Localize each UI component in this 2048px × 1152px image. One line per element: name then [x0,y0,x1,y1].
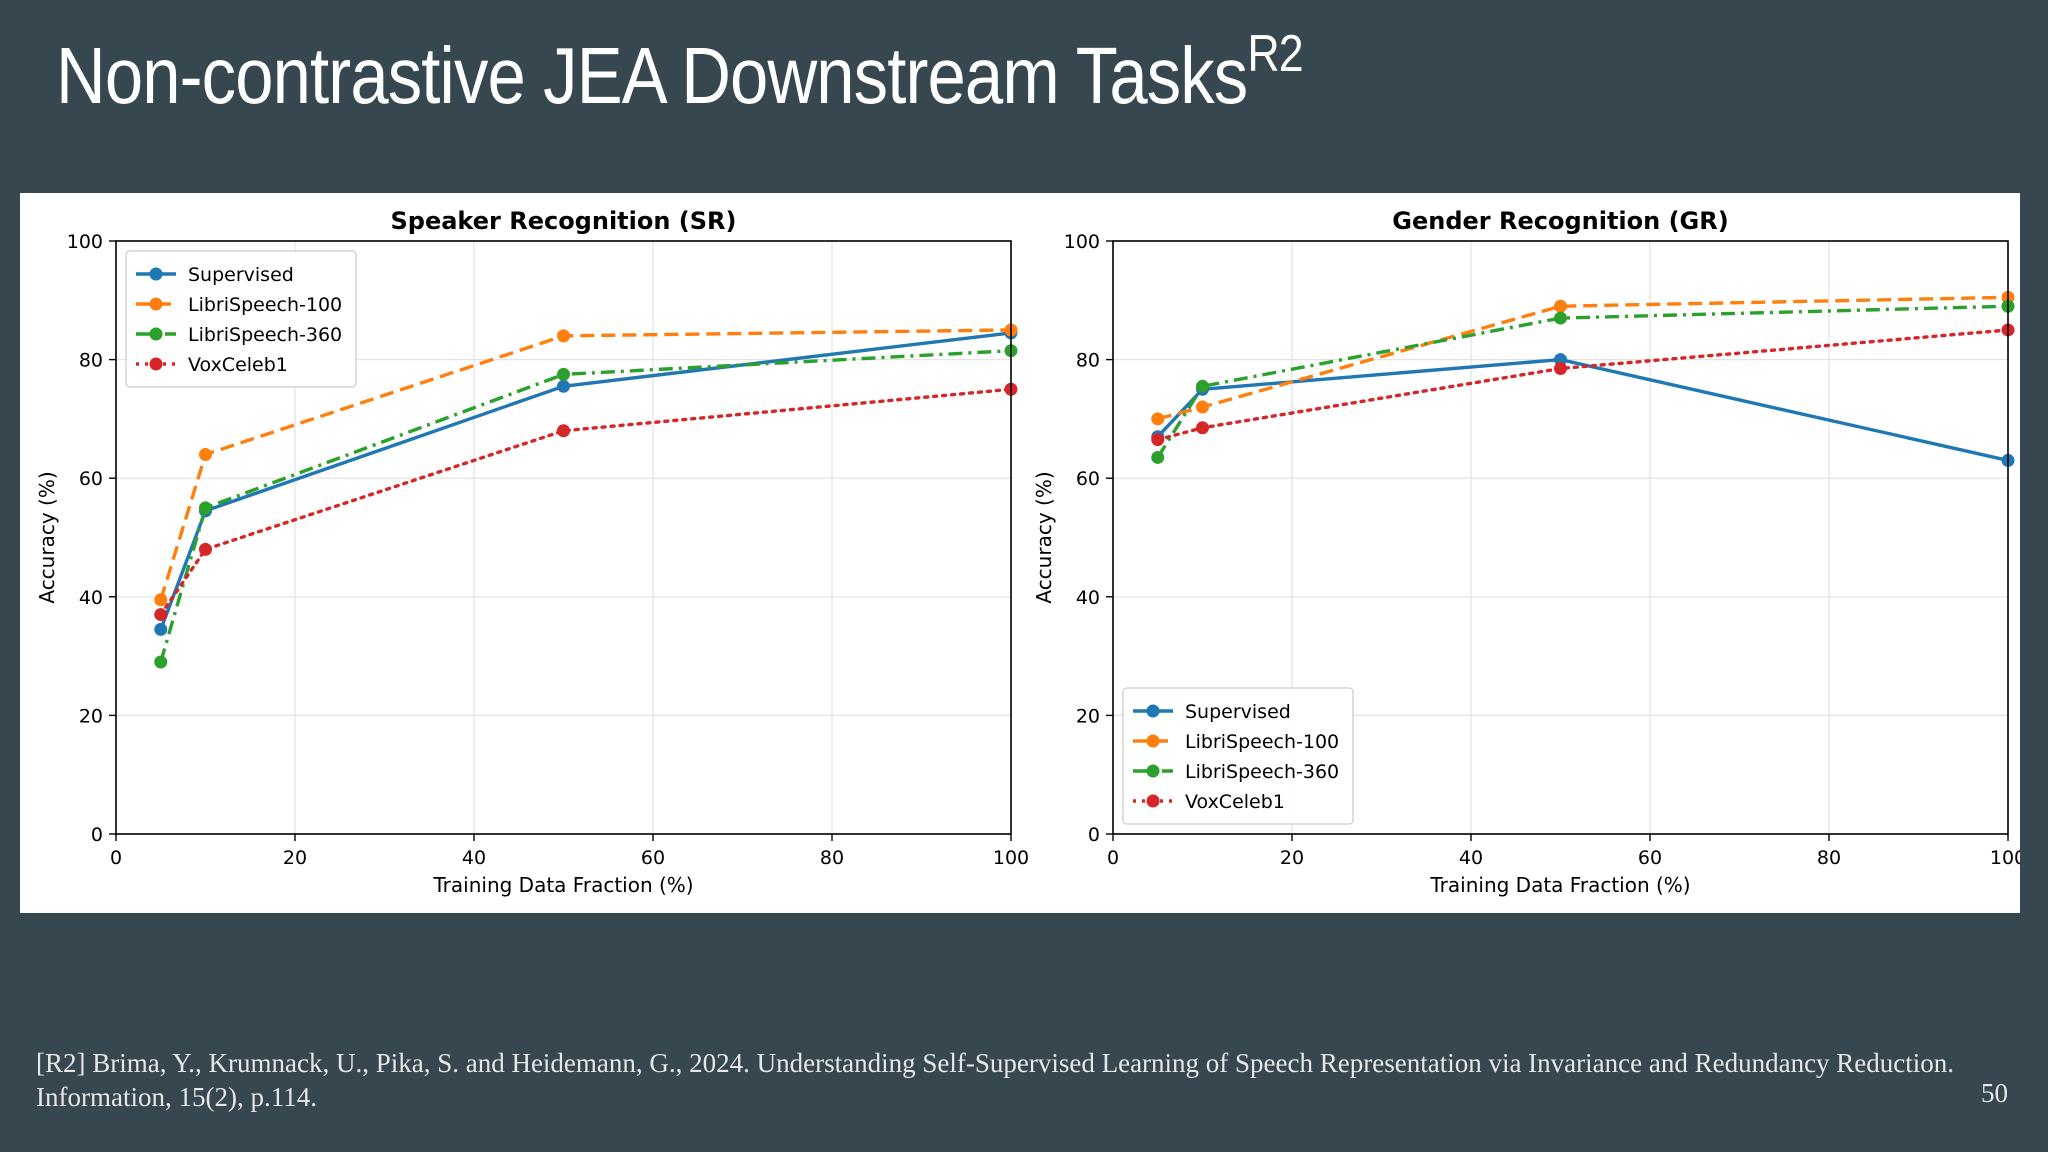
series-line-voxceleb1 [159,387,1013,617]
x-tick-label: 60 [641,847,665,869]
x-axis-label: Training Data Fraction (%) [432,873,693,897]
legend-marker [1146,794,1160,808]
data-point-supervised [1554,353,1567,367]
x-tick-label: 0 [110,847,122,869]
x-tick-label: 60 [1638,847,1662,869]
series-line-librispeech-100 [1157,295,2009,421]
x-tick-label: 0 [1107,847,1119,869]
data-point-librispeech-100 [1151,412,1165,426]
x-tick-label: 40 [1459,847,1483,869]
figure-panel: 0 20 40 60 80 100 0 20 40 60 80 100 Speaker Recognit… [20,193,2020,913]
legend-marker [1146,734,1160,748]
title-superscript: R2 [1247,25,1303,83]
plot-frame [115,240,1012,835]
x-axis-label: Training Data Fraction (%) [1429,873,1690,897]
series-line-librispeech-360 [1156,304,2009,459]
plot-frame [1112,240,2009,835]
legend-marker [149,267,163,281]
y-tick-label: 40 [79,587,103,609]
data-point-voxceleb1 [1151,433,1165,447]
data-point-voxceleb1 [1196,421,1209,435]
y-axis-label: Accuracy (%) [1032,471,1056,603]
x-tick-label: 100 [1990,847,2020,869]
x-tick-label: 80 [1817,847,1841,869]
x-tick-label: 40 [462,847,486,869]
y-tick-label: 20 [79,705,103,727]
y-tick-label: 80 [79,350,103,372]
series-line-librispeech-100 [159,328,1012,601]
data-point-supervised [557,379,570,393]
y-tick-label: 40 [1076,587,1100,609]
data-point-voxceleb1 [1554,361,1567,375]
charts-figure: 0 20 40 60 80 100 0 20 40 60 80 100 Speaker Recognit… [35,207,2020,897]
series-line-supervised [1156,357,2009,463]
y-tick-label: 100 [67,231,103,253]
legend-marker [149,357,163,371]
y-tick-label: 0 [91,824,103,846]
citation: [R2] Brima, Y., Krumnack, U., Pika, S. a… [36,1048,1955,1112]
data-point-voxceleb1 [199,542,212,556]
slide-title: Non-contrastive JEA Downstream TasksR2 [56,25,1304,122]
legend-marker [1146,764,1160,778]
data-point-librispeech-360 [199,501,212,515]
data-point-voxceleb1 [154,608,168,622]
legend: Supervised LibriSpeech-100 LibriSpeech-360… [125,250,357,388]
legend-label: Supervised [1185,701,1291,723]
legend-label: Supervised [188,264,294,286]
data-point-librispeech-360 [154,655,168,669]
data-point-librispeech-100 [557,329,570,343]
data-point-librispeech-100 [199,447,212,461]
legend-box [1122,687,1354,825]
legend-label: LibriSpeech-360 [1185,761,1339,783]
y-axis-label: Accuracy (%) [35,471,59,603]
data-point-librispeech-100 [1554,299,1567,313]
legend-marker [149,297,163,311]
y-tick-label: 100 [1064,231,1100,253]
legend-label: LibriSpeech-360 [188,324,342,346]
data-point-librispeech-360 [1196,379,1209,393]
legend: Supervised LibriSpeech-100 LibriSpeech-360… [1122,687,1354,825]
legend-marker [1146,704,1160,718]
chart-title: Gender Recognition (GR) [1392,207,1728,235]
data-point-librispeech-100 [154,593,168,607]
y-tick-label: 0 [1088,824,1100,846]
legend-label: VoxCeleb1 [1185,791,1285,813]
x-tick-label: 100 [993,847,1029,869]
data-point-librispeech-360 [1151,450,1165,464]
chart-1: 0 20 40 60 80 100 0 20 40 60 80 100 Speaker Recognit… [35,207,1029,897]
series-line-librispeech-360 [159,349,1012,663]
y-tick-label: 20 [1076,705,1100,727]
series-line-supervised [159,331,1012,631]
legend-marker [149,327,163,341]
legend-label: LibriSpeech-100 [1185,731,1339,753]
legend-box [125,250,357,388]
legend-label: VoxCeleb1 [188,354,288,376]
data-point-supervised [154,622,168,636]
data-point-librispeech-360 [557,367,570,381]
y-tick-label: 80 [1076,350,1100,372]
y-tick-label: 60 [1076,468,1100,490]
chart-title: Speaker Recognition (SR) [390,207,736,235]
data-point-librispeech-100 [1196,400,1209,414]
x-tick-label: 80 [820,847,844,869]
y-tick-label: 60 [79,468,103,490]
chart-2: 0 20 40 60 80 100 0 20 40 60 80 100 Gender Recogniti… [1032,207,2020,897]
page-number: 50 [1981,1078,2008,1108]
legend-label: LibriSpeech-100 [188,294,342,316]
x-tick-label: 20 [283,847,307,869]
series-line-voxceleb1 [1156,328,2010,442]
data-point-librispeech-360 [1554,311,1567,325]
slide-title-text: Non-contrastive JEA Downstream Tasks [56,31,1248,120]
x-tick-label: 20 [1280,847,1304,869]
data-point-voxceleb1 [557,424,570,438]
